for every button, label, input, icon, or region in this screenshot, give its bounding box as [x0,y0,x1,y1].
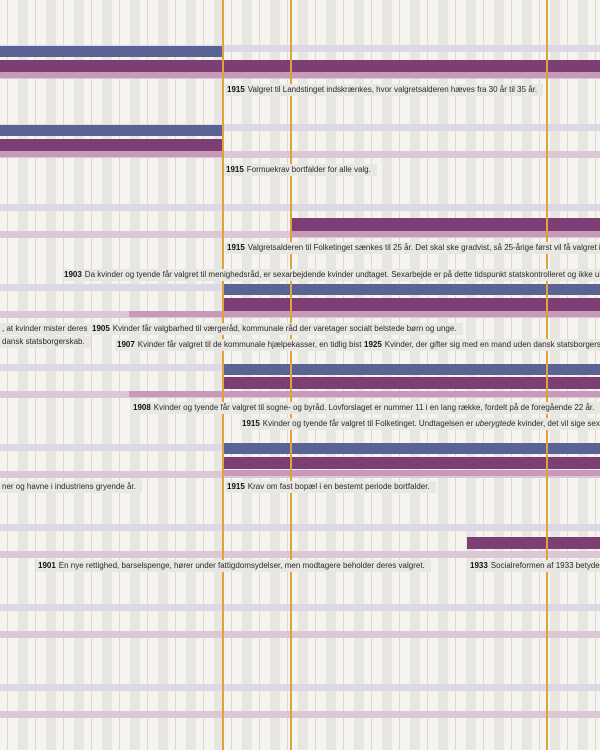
timeline-stripe [0,151,600,158]
timeline-note: 1925 Kvinder, der gifter sig med en mand … [362,339,600,351]
timeline-note: 1908 Kvinder og tyende får valgret til so… [131,402,600,414]
year-line [290,0,292,750]
period-bar [224,470,600,476]
timeline-stripe [0,204,600,211]
timeline-note: 1905 Kvinder får valgbarhed til værgeråd,… [90,323,463,335]
year-line [546,0,548,750]
period-bar [0,139,222,151]
timeline-stripe [0,45,600,52]
period-bar [291,218,600,231]
period-bar [0,151,222,157]
timeline-stripe [0,631,600,638]
timeline-note: , at kvinder mister deres [0,323,94,335]
timeline-note: 1901 En nye rettighed, barselspenge, høre… [36,560,431,572]
period-bar [291,231,600,237]
timeline-stripe [0,684,600,691]
period-bar [0,125,222,136]
period-bar [0,46,222,57]
timeline-stripe [0,551,600,558]
period-bar [0,72,600,78]
period-bar [224,364,600,375]
period-bar [129,391,600,397]
timeline-note: ner og havne i industriens gryende år. [0,481,142,493]
timeline-note: 1903 Da kvinder og tyende får valgret til… [62,269,600,281]
timeline-stripe [0,711,600,718]
timeline-note: 1915 Kvinder og tyende får valgret til Fo… [240,418,600,430]
timeline-stripe [0,524,600,531]
timeline-stripe [0,124,600,131]
period-bar [224,298,600,311]
timeline-note: 1915 Krav om fast bopæl i en bestemt peri… [225,481,436,493]
period-bar [224,457,600,469]
timeline-note: 1915 Valgret til Landstinget indskrænkes,… [225,84,544,96]
period-bar [467,537,600,549]
year-line [222,0,224,750]
timeline-note: 1915 Formuekrav bortfalder for alle valg. [224,164,377,176]
period-bar [224,284,600,295]
timeline-note: 1907 Kvinder får valgret til de kommunale… [115,339,407,351]
period-bar [0,60,600,72]
timeline-note: dansk statsborgerskab. [0,336,91,348]
period-bar [224,443,600,454]
period-bar [224,377,600,389]
timeline-stripe [0,604,600,611]
period-bar [129,311,600,317]
timeline-note: 1915 Valgretsalderen til Folketinget sænk… [225,242,600,254]
